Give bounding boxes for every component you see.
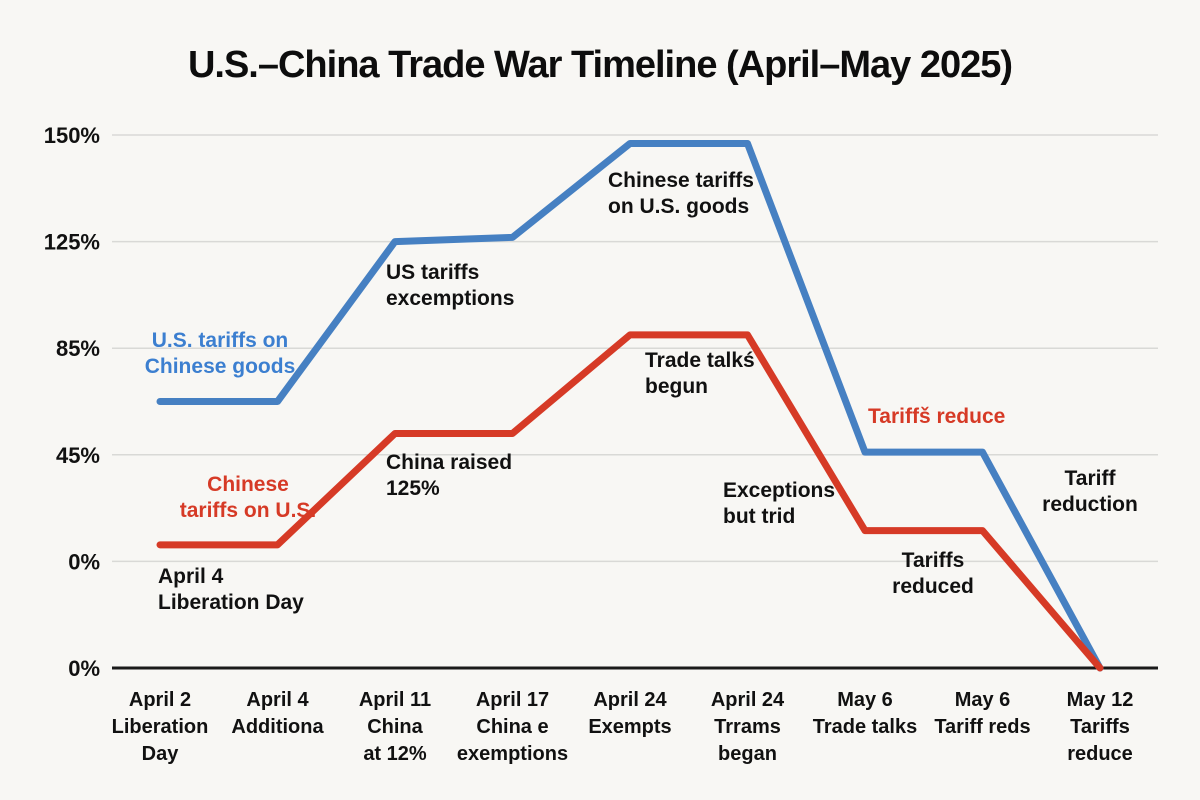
x-axis-tick-label: April 4 xyxy=(246,689,309,711)
y-axis-tick-label: 125% xyxy=(44,230,100,255)
x-axis-tick-label: Additiona xyxy=(231,716,324,738)
china-tariffs-line xyxy=(156,331,1104,672)
x-axis-tick-label: at 12% xyxy=(363,743,427,765)
x-axis-tick-label: China e xyxy=(476,716,548,738)
x-axis-tick-label: April 2 xyxy=(129,689,191,711)
x-axis-tick-label: Exempts xyxy=(588,716,671,738)
x-axis-tick-label: Liberation xyxy=(112,716,209,738)
y-axis-tick-label: 0% xyxy=(68,549,100,574)
x-axis-tick-label: May 6 xyxy=(837,689,893,711)
us-tariffs-line xyxy=(156,140,1104,672)
x-axis-tick-label: Tariffs xyxy=(1070,716,1130,738)
y-axis-tick-label: 150% xyxy=(44,123,100,148)
x-axis-tick-label: April 11 xyxy=(359,689,431,711)
y-axis-tick-label: 85% xyxy=(56,336,100,361)
x-axis-tick-label: Trrams xyxy=(714,716,781,738)
x-axis-tick-label: China xyxy=(367,716,423,738)
x-axis-tick-label: May 6 xyxy=(955,689,1011,711)
x-axis-tick-label: April 24 xyxy=(711,689,785,711)
x-axis-tick-label: April 17 xyxy=(476,689,549,711)
x-axis-tick-label: began xyxy=(718,743,777,765)
x-axis-tick-label: reduce xyxy=(1067,743,1133,765)
x-axis-tick-label: Day xyxy=(142,743,180,765)
x-axis-tick-label: Tariff reds xyxy=(934,716,1030,738)
x-axis-tick-label: Trade talks xyxy=(813,716,918,738)
chart-title: U.S.–China Trade War Timeline (April–May… xyxy=(187,44,1013,86)
x-axis-tick-label: exemptions xyxy=(457,743,568,765)
y-axis-tick-label: 45% xyxy=(56,443,100,468)
x-axis-tick-label: May 12 xyxy=(1067,689,1134,711)
x-axis-tick-label: April 24 xyxy=(593,689,667,711)
y-axis-tick-label: 0% xyxy=(68,656,100,681)
